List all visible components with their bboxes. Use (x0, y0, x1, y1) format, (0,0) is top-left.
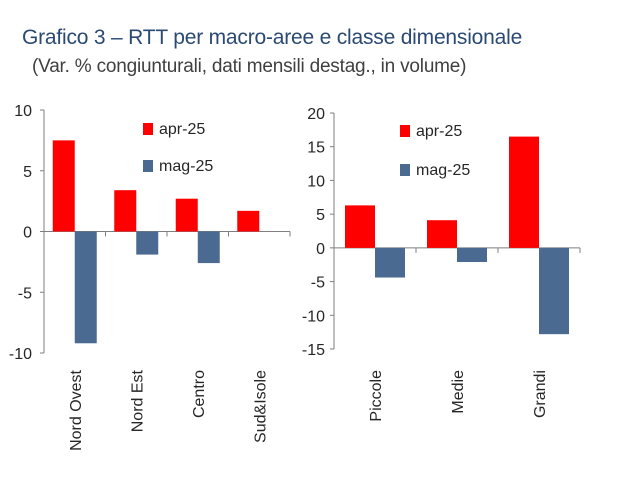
bar-mag (136, 231, 159, 255)
y-tick-label: -15 (302, 342, 325, 359)
y-tick-label: 5 (23, 164, 32, 181)
legend-label: mag-25 (416, 162, 470, 179)
bar-apr (114, 190, 137, 232)
y-tick-label: 0 (316, 241, 325, 258)
category-label: Nord Ovest (68, 369, 85, 450)
bar-apr (427, 220, 457, 248)
y-tick-label: -10 (9, 346, 32, 363)
bar-apr (509, 136, 539, 248)
chart-title: Grafico 3 – RTT per macro-aree e classe … (22, 26, 523, 49)
y-tick-label: 10 (14, 103, 32, 120)
bar-apr (52, 140, 75, 232)
bar-apr (237, 210, 260, 232)
category-label: Medie (450, 370, 467, 414)
bar-mag (74, 231, 97, 344)
chart-subtitle: (Var. % congiunturali, dati mensili dest… (32, 56, 467, 77)
category-label: Sud&Isole (252, 370, 269, 443)
y-tick-label: -5 (311, 275, 325, 292)
category-label: Piccole (368, 370, 385, 422)
y-tick-label: 20 (307, 106, 325, 123)
legend-swatch (143, 160, 153, 172)
y-tick-label: 10 (307, 173, 325, 190)
category-label: Grandi (532, 370, 549, 418)
y-tick-label: 0 (23, 225, 32, 242)
legend-swatch (400, 164, 410, 176)
y-tick-label: -10 (302, 308, 325, 325)
bar-apr (175, 198, 198, 232)
y-tick-label: 15 (307, 140, 325, 157)
bar-mag (539, 247, 569, 335)
legend-label: mag-25 (159, 158, 213, 175)
y-tick-label: -5 (18, 285, 32, 302)
legend-swatch (400, 125, 410, 137)
legend-label: apr-25 (159, 121, 205, 138)
category-label: Centro (191, 370, 208, 418)
bar-mag (197, 231, 220, 264)
legend-swatch (143, 123, 153, 135)
legend-label: apr-25 (416, 123, 462, 140)
bar-mag (457, 247, 487, 263)
category-label: Nord Est (129, 369, 146, 432)
y-tick-label: 5 (316, 207, 325, 224)
bar-apr (345, 205, 375, 248)
bar-mag (375, 247, 405, 278)
